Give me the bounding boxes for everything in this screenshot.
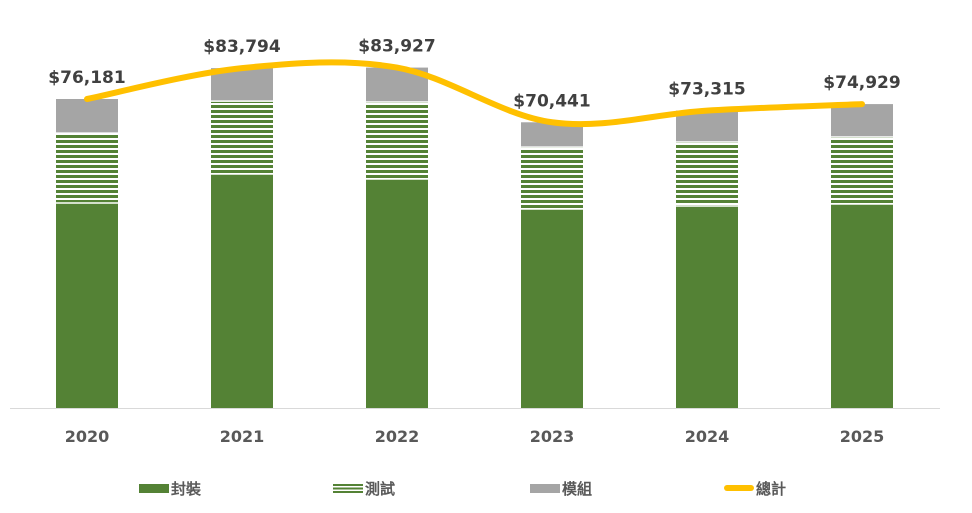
bar-segment-packaging (831, 204, 893, 408)
data-label: $83,794 (203, 37, 281, 57)
bar-segment-packaging (56, 203, 118, 408)
legend-swatch-gray-icon (530, 483, 560, 493)
data-label: $83,927 (358, 37, 435, 57)
bar-segment-packaging (676, 206, 738, 408)
legend-label: 總計 (756, 479, 787, 498)
legend-item-module[interactable]: 模組 (530, 476, 592, 500)
x-tick-label: 2022 (375, 427, 420, 446)
legend-item-testing[interactable]: 測試 (333, 476, 395, 500)
bar-segment-packaging (366, 179, 428, 408)
legend: 封裝 測試 模組 總計 (0, 476, 972, 500)
total-line-layer (84, 59, 865, 128)
bars-layer (56, 67, 893, 408)
x-tick-label: 2025 (840, 427, 885, 446)
x-tick-label: 2024 (685, 427, 730, 446)
data-label: $76,181 (48, 68, 125, 88)
total-line (84, 59, 865, 128)
bar-segment-packaging (521, 209, 583, 408)
bar-segment-testing (56, 133, 118, 204)
bar-segment-module (56, 99, 118, 134)
bar-segment-testing (521, 147, 583, 210)
legend-swatch-line-icon (724, 485, 754, 491)
bar-segment-testing (211, 101, 273, 175)
legend-label: 測試 (365, 479, 396, 498)
x-tick-label: 2023 (530, 427, 575, 446)
bar-segment-module (831, 104, 893, 138)
legend-label: 封裝 (171, 479, 202, 498)
data-label: $70,441 (513, 91, 590, 111)
legend-item-total[interactable]: 總計 (724, 476, 786, 500)
bar-segment-testing (831, 137, 893, 205)
legend-label: 模組 (562, 479, 593, 498)
data-label: $74,929 (823, 73, 900, 93)
legend-item-packaging[interactable]: 封裝 (139, 476, 201, 500)
data-label: $73,315 (668, 80, 745, 100)
x-tick-label: 2021 (220, 427, 265, 446)
bar-segment-module (676, 110, 738, 143)
legend-swatch-solid-green-icon (139, 483, 169, 493)
bar-segment-packaging (211, 174, 273, 408)
bar-segment-testing (366, 102, 428, 180)
data-labels-layer: $76,181 $83,794 $83,927 $70,441 $73,315 $74,9… (48, 37, 900, 112)
category-labels-layer: 2020 2021 2022 2023 2024 2025 (65, 427, 885, 446)
bar-segment-testing (676, 142, 738, 207)
x-tick-label: 2020 (65, 427, 110, 446)
legend-swatch-striped-green-icon (333, 483, 363, 493)
